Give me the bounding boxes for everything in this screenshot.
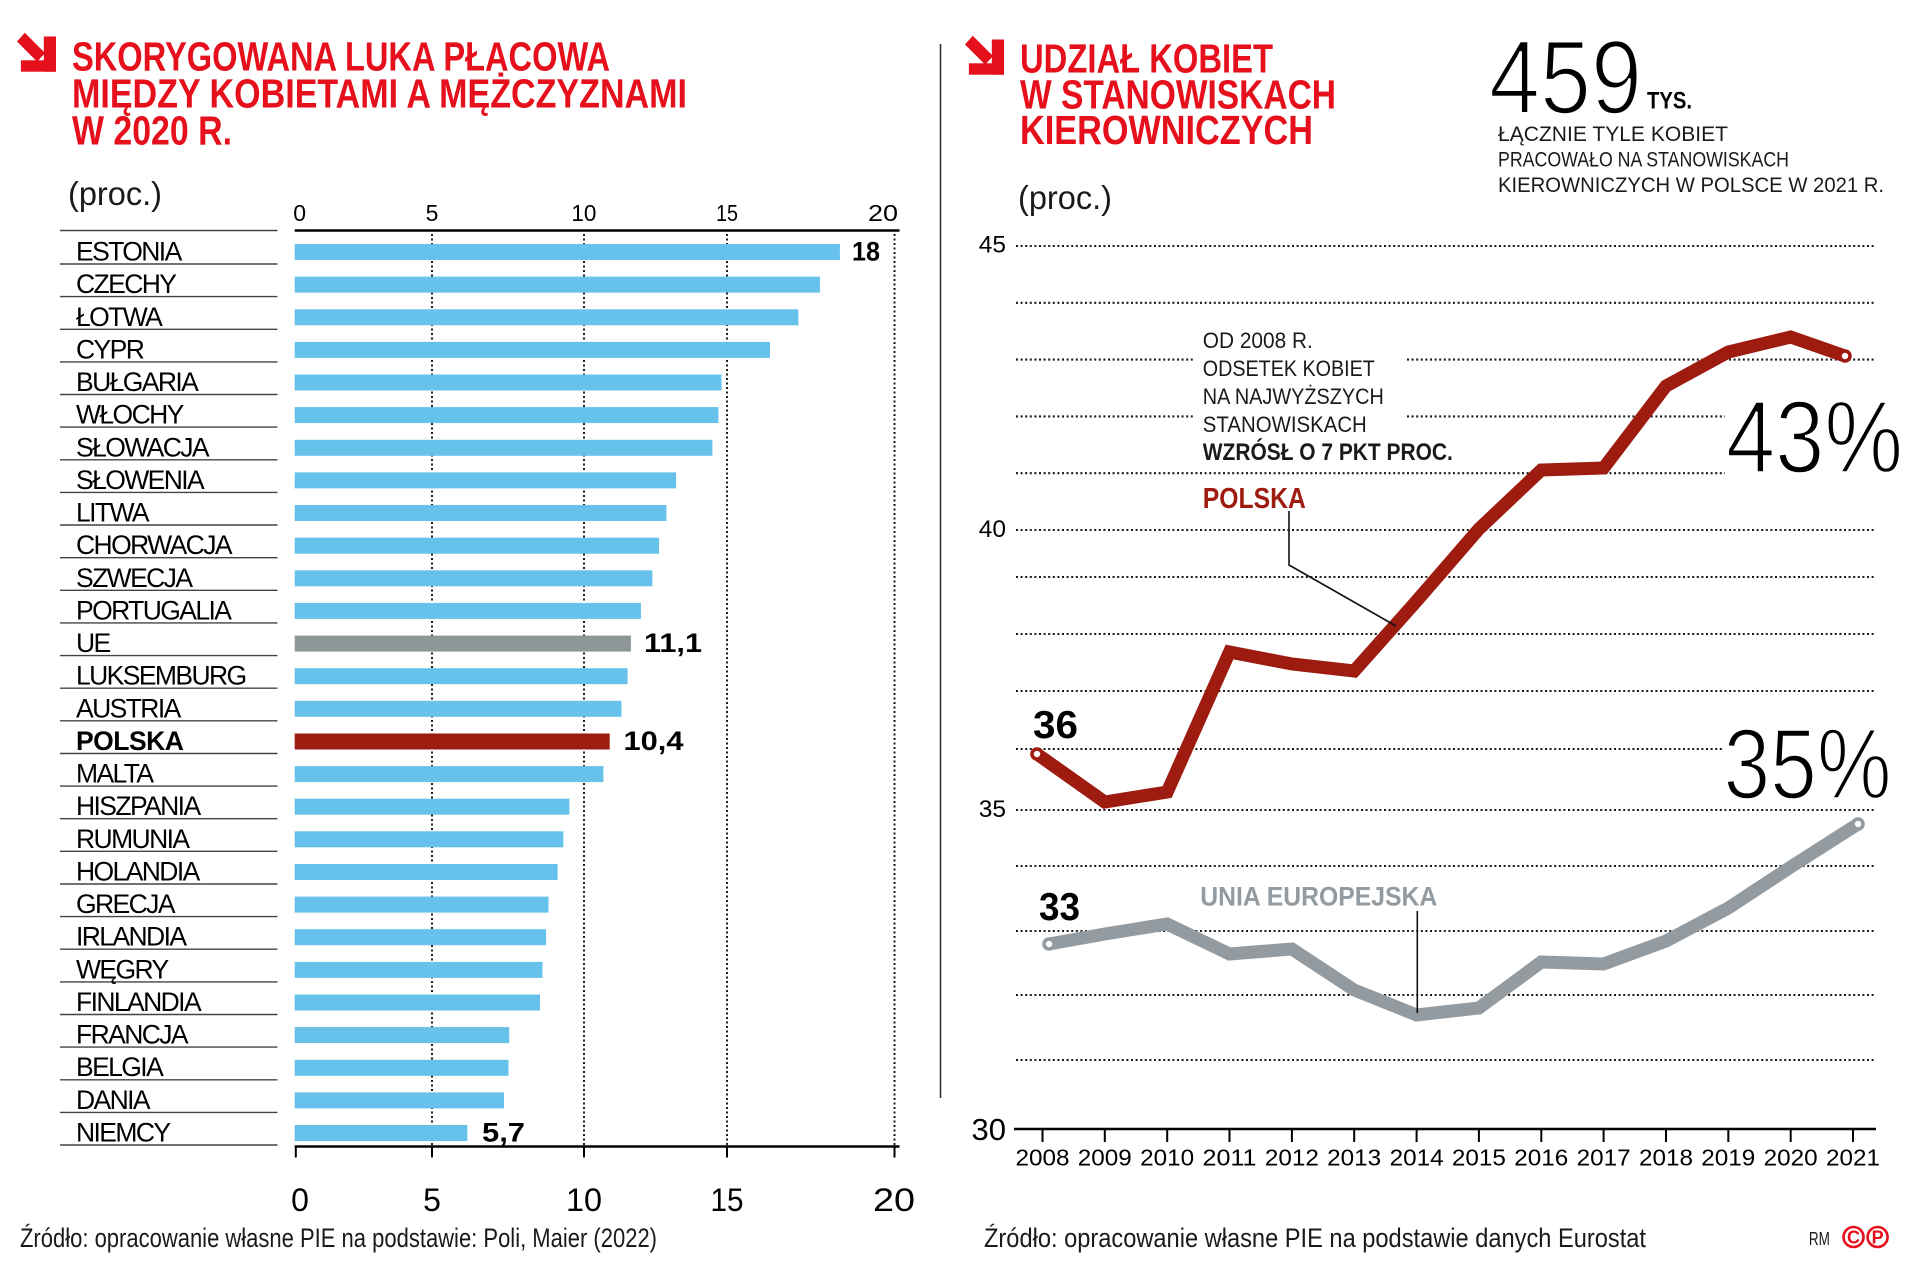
svg-text:LUKSEMBURG: LUKSEMBURG xyxy=(76,661,246,691)
svg-text:KIEROWNICZYCH W POLSCE W 2021: KIEROWNICZYCH W POLSCE W 2021 R. xyxy=(1498,174,1884,197)
svg-text:FINLANDIA: FINLANDIA xyxy=(76,987,202,1017)
svg-text:BUŁGARIA: BUŁGARIA xyxy=(76,367,199,397)
svg-text:(proc.): (proc.) xyxy=(68,175,162,212)
svg-text:CHORWACJA: CHORWACJA xyxy=(76,530,233,560)
svg-text:PORTUGALIA: PORTUGALIA xyxy=(76,595,232,625)
svg-text:SZWECJA: SZWECJA xyxy=(76,563,193,593)
svg-text:WĘGRY: WĘGRY xyxy=(76,954,170,984)
svg-text:459: 459 xyxy=(1489,20,1642,137)
svg-text:2009: 2009 xyxy=(1078,1145,1132,1171)
svg-text:MALTA: MALTA xyxy=(76,759,154,789)
svg-text:5: 5 xyxy=(426,200,439,226)
svg-text:2015: 2015 xyxy=(1452,1145,1506,1171)
svg-text:2010: 2010 xyxy=(1140,1145,1194,1171)
svg-text:W 2020 R.: W 2020 R. xyxy=(72,108,232,154)
svg-text:20: 20 xyxy=(873,1182,915,1218)
svg-text:Źródło: opracowanie własne PIE: Źródło: opracowanie własne PIE na podsta… xyxy=(20,1223,657,1253)
svg-text:WZRÓSŁ O 7 PKT PROC.: WZRÓSŁ O 7 PKT PROC. xyxy=(1203,438,1453,466)
svg-text:STANOWISKACH: STANOWISKACH xyxy=(1203,412,1367,437)
svg-text:MIĘDZY KOBIETAMI A MĘŻCZYZNAMI: MIĘDZY KOBIETAMI A MĘŻCZYZNAMI xyxy=(72,71,687,117)
svg-text:2020: 2020 xyxy=(1764,1145,1818,1171)
svg-text:W STANOWISKACH: W STANOWISKACH xyxy=(1020,71,1336,117)
svg-text:10: 10 xyxy=(566,1182,602,1218)
svg-text:0: 0 xyxy=(291,1182,309,1218)
svg-text:ODSETEK KOBIET: ODSETEK KOBIET xyxy=(1203,356,1375,381)
svg-text:2019: 2019 xyxy=(1701,1145,1755,1171)
svg-text:SŁOWACJA: SŁOWACJA xyxy=(76,432,210,462)
svg-text:15: 15 xyxy=(711,1182,744,1218)
svg-text:36: 36 xyxy=(1033,704,1078,747)
svg-text:(proc.): (proc.) xyxy=(1018,179,1112,216)
svg-text:POLSKA: POLSKA xyxy=(76,726,184,756)
svg-text:ŁĄCZNIE TYLE KOBIET: ŁĄCZNIE TYLE KOBIET xyxy=(1498,123,1728,146)
svg-text:C: C xyxy=(1847,1228,1860,1248)
svg-text:P: P xyxy=(1872,1228,1884,1248)
svg-text:KIEROWNICZYCH: KIEROWNICZYCH xyxy=(1020,107,1313,153)
svg-text:LITWA: LITWA xyxy=(76,498,150,528)
svg-text:35: 35 xyxy=(979,796,1006,823)
svg-text:2017: 2017 xyxy=(1577,1145,1631,1171)
svg-text:ESTONIA: ESTONIA xyxy=(76,237,183,267)
svg-text:30: 30 xyxy=(972,1112,1006,1147)
svg-text:FRANCJA: FRANCJA xyxy=(76,1020,189,1050)
svg-text:NIEMCY: NIEMCY xyxy=(76,1118,171,1148)
svg-text:11,1: 11,1 xyxy=(644,628,702,658)
svg-text:UE: UE xyxy=(76,628,111,658)
svg-text:2014: 2014 xyxy=(1390,1145,1444,1171)
svg-text:33: 33 xyxy=(1039,886,1080,929)
svg-text:2021: 2021 xyxy=(1826,1145,1880,1171)
svg-text:OD 2008 R.: OD 2008 R. xyxy=(1203,328,1313,353)
svg-text:NA NAJWYŻSZYCH: NA NAJWYŻSZYCH xyxy=(1203,384,1384,409)
svg-text:35%: 35% xyxy=(1724,708,1892,820)
svg-text:2008: 2008 xyxy=(1016,1145,1070,1171)
svg-text:SŁOWENIA: SŁOWENIA xyxy=(76,465,205,495)
svg-text:20: 20 xyxy=(868,200,898,226)
svg-text:0: 0 xyxy=(293,200,306,226)
svg-text:DANIA: DANIA xyxy=(76,1085,151,1115)
svg-text:IRLANDIA: IRLANDIA xyxy=(76,922,187,952)
svg-text:TYS.: TYS. xyxy=(1647,87,1692,114)
svg-text:10: 10 xyxy=(571,200,596,226)
svg-text:GRECJA: GRECJA xyxy=(76,889,176,919)
svg-text:POLSKA: POLSKA xyxy=(1203,483,1306,515)
svg-text:18: 18 xyxy=(852,237,880,267)
svg-text:2011: 2011 xyxy=(1203,1145,1257,1171)
svg-text:HISZPANIA: HISZPANIA xyxy=(76,791,201,821)
svg-text:AUSTRIA: AUSTRIA xyxy=(76,693,182,723)
svg-text:CYPR: CYPR xyxy=(76,334,144,364)
svg-text:CZECHY: CZECHY xyxy=(76,269,177,299)
svg-text:43%: 43% xyxy=(1726,380,1903,495)
svg-text:2018: 2018 xyxy=(1639,1145,1693,1171)
svg-text:15: 15 xyxy=(716,200,738,226)
svg-text:RUMUNIA: RUMUNIA xyxy=(76,824,190,854)
svg-text:40: 40 xyxy=(979,516,1006,543)
svg-text:2013: 2013 xyxy=(1327,1145,1381,1171)
svg-text:UNIA EUROPEJSKA: UNIA EUROPEJSKA xyxy=(1200,882,1437,912)
svg-text:BELGIA: BELGIA xyxy=(76,1052,164,1082)
svg-text:5: 5 xyxy=(423,1182,441,1218)
svg-text:5,7: 5,7 xyxy=(482,1118,525,1148)
svg-text:10,4: 10,4 xyxy=(624,726,684,756)
svg-text:RM: RM xyxy=(1809,1229,1830,1249)
svg-text:SKORYGOWANA LUKA PŁACOWA: SKORYGOWANA LUKA PŁACOWA xyxy=(72,34,610,80)
svg-text:2016: 2016 xyxy=(1514,1145,1568,1171)
svg-text:45: 45 xyxy=(979,232,1006,259)
svg-text:HOLANDIA: HOLANDIA xyxy=(76,857,201,887)
svg-text:Źródło: opracowanie własne PIE: Źródło: opracowanie własne PIE na podsta… xyxy=(984,1223,1646,1253)
svg-text:PRACOWAŁO NA STANOWISKACH: PRACOWAŁO NA STANOWISKACH xyxy=(1498,149,1789,172)
svg-text:UDZIAŁ KOBIET: UDZIAŁ KOBIET xyxy=(1020,36,1273,82)
svg-text:ŁOTWA: ŁOTWA xyxy=(76,302,163,332)
svg-text:2012: 2012 xyxy=(1265,1145,1319,1171)
svg-text:WŁOCHY: WŁOCHY xyxy=(76,400,185,430)
